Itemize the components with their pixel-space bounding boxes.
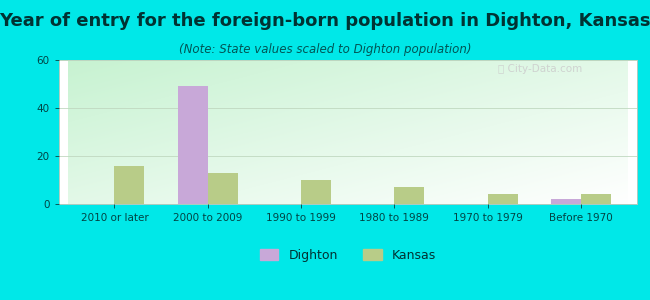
Bar [488,194,517,204]
Legend: Dighton, Kansas: Dighton, Kansas [255,244,441,267]
Bar [208,173,238,204]
Bar [581,194,611,204]
Bar [178,86,208,204]
Bar [301,180,331,204]
Text: (Note: State values scaled to Dighton population): (Note: State values scaled to Dighton po… [179,44,471,56]
Bar [395,187,424,204]
Text: Year of entry for the foreign-born population in Dighton, Kansas: Year of entry for the foreign-born popul… [0,12,650,30]
Text: Ⓢ City-Data.com: Ⓢ City-Data.com [498,64,582,74]
Bar [114,166,144,204]
Bar [551,199,581,204]
